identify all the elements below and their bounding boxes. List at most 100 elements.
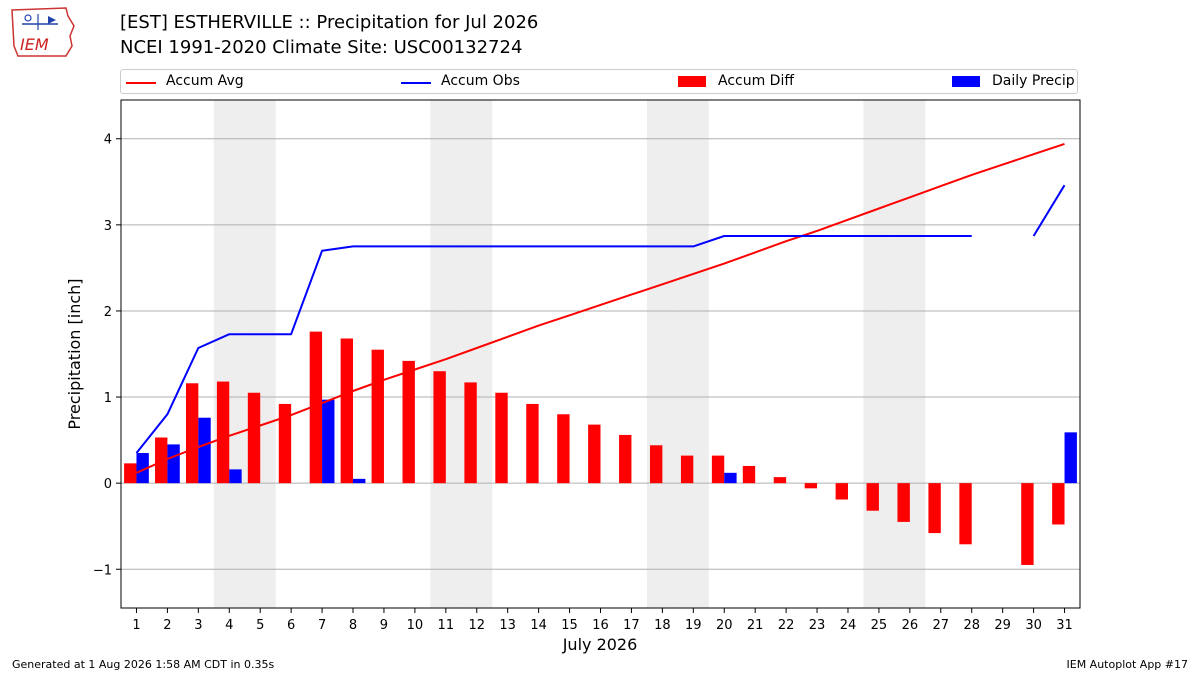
xtick-label-16: 16 xyxy=(592,618,609,633)
legend-swatch-accum-avg xyxy=(126,82,156,84)
ytick-label--1: −1 xyxy=(93,563,112,578)
xtick-label-23: 23 xyxy=(809,618,826,633)
legend-swatch-daily-precip xyxy=(952,76,980,87)
bar-accum-diff-day-4 xyxy=(216,381,230,484)
bar-accum-diff-day-30 xyxy=(1021,483,1034,565)
bar-accum-diff-day-17 xyxy=(619,434,632,484)
ytick-label-4: 4 xyxy=(104,133,112,148)
bar-accum-diff-day-22 xyxy=(773,477,787,484)
legend-swatch-accum-diff xyxy=(678,76,706,87)
weekend-shade-day-19 xyxy=(677,100,709,608)
bar-daily-precip-day-8 xyxy=(353,478,366,484)
legend-label-accum-obs: Accum Obs xyxy=(441,73,520,89)
footer-generated: Generated at 1 Aug 2026 1:58 AM CDT in 0… xyxy=(12,658,275,671)
bar-accum-diff-day-7 xyxy=(309,331,323,484)
xtick-label-13: 13 xyxy=(499,618,516,633)
ytick-label-0: 0 xyxy=(104,477,112,492)
iem-logo: IEM xyxy=(11,7,75,57)
weekend-shade-day-11 xyxy=(430,100,462,608)
line-accum-obs-segment-1 xyxy=(1032,184,1066,237)
xtick-label-21: 21 xyxy=(747,618,764,633)
bar-accum-diff-day-1 xyxy=(124,463,137,484)
ytick-label-2: 2 xyxy=(104,305,112,320)
bar-accum-diff-day-12 xyxy=(464,382,477,484)
weekend-shade-day-4 xyxy=(213,100,245,608)
xtick-label-5: 5 xyxy=(256,618,264,633)
bar-accum-diff-day-16 xyxy=(588,424,601,484)
bar-accum-diff-day-3 xyxy=(185,383,199,484)
xtick-label-26: 26 xyxy=(902,618,919,633)
bar-daily-precip-day-20 xyxy=(724,472,737,484)
bar-daily-precip-day-7 xyxy=(322,399,335,484)
xtick-label-28: 28 xyxy=(963,618,980,633)
weekend-shading xyxy=(213,100,926,608)
footer-app: IEM Autoplot App #17 xyxy=(1066,658,1189,671)
bar-accum-diff-day-20 xyxy=(711,455,725,484)
xtick-label-6: 6 xyxy=(287,618,295,633)
bar-accum-diff-day-10 xyxy=(402,360,415,484)
logo-text: IEM xyxy=(20,35,49,54)
xtick-label-12: 12 xyxy=(468,618,485,633)
xtick-label-10: 10 xyxy=(407,618,424,633)
legend-label-daily-precip: Daily Precip xyxy=(992,73,1075,89)
bars xyxy=(124,331,1077,565)
xtick-label-11: 11 xyxy=(438,618,455,633)
bar-accum-diff-day-24 xyxy=(835,483,848,500)
legend: Accum Avg Accum Obs Accum Diff Daily Pre… xyxy=(120,69,1078,94)
xtick-label-22: 22 xyxy=(778,618,795,633)
xtick-label-24: 24 xyxy=(840,618,857,633)
legend-swatch-accum-obs xyxy=(401,82,431,84)
legend-label-accum-avg: Accum Avg xyxy=(166,73,244,89)
bar-accum-diff-day-13 xyxy=(495,392,508,484)
bar-daily-precip-day-3 xyxy=(198,417,211,484)
bar-accum-diff-day-27 xyxy=(928,483,941,534)
bar-accum-diff-day-15 xyxy=(557,414,570,484)
bar-accum-diff-day-6 xyxy=(278,403,292,484)
weekend-shade-day-5 xyxy=(244,100,276,608)
y-axis-label: Precipitation [inch] xyxy=(65,278,84,429)
ytick-label-3: 3 xyxy=(104,219,112,234)
bar-accum-diff-day-5 xyxy=(247,392,261,484)
xtick-label-25: 25 xyxy=(871,618,888,633)
xtick-label-17: 17 xyxy=(623,618,640,633)
xtick-label-31: 31 xyxy=(1056,618,1073,633)
bar-daily-precip-day-1 xyxy=(136,453,149,484)
x-axis-label: July 2026 xyxy=(562,635,638,654)
xtick-label-29: 29 xyxy=(994,618,1011,633)
bar-accum-diff-day-31 xyxy=(1052,483,1065,525)
xtick-label-30: 30 xyxy=(1025,618,1042,633)
xtick-label-18: 18 xyxy=(654,618,671,633)
bar-accum-diff-day-28 xyxy=(959,483,972,545)
xtick-label-7: 7 xyxy=(318,618,326,633)
chart-subtitle: NCEI 1991-2020 Climate Site: USC00132724 xyxy=(120,37,523,58)
xtick-label-14: 14 xyxy=(530,618,547,633)
xtick-label-27: 27 xyxy=(933,618,950,633)
xtick-label-8: 8 xyxy=(349,618,357,633)
bar-accum-diff-day-18 xyxy=(649,445,663,484)
xtick-label-2: 2 xyxy=(163,618,171,633)
weekend-shade-day-12 xyxy=(461,100,493,608)
xtick-label-4: 4 xyxy=(225,618,233,633)
weekend-shade-day-25 xyxy=(863,100,895,608)
bar-accum-diff-day-9 xyxy=(371,349,384,484)
weekend-shade-day-18 xyxy=(646,100,678,608)
bar-daily-precip-day-31 xyxy=(1064,432,1077,484)
bar-daily-precip-day-2 xyxy=(167,444,180,484)
xtick-label-20: 20 xyxy=(716,618,733,633)
bar-accum-diff-day-8 xyxy=(340,338,354,484)
xtick-label-3: 3 xyxy=(194,618,202,633)
xtick-label-19: 19 xyxy=(685,618,702,633)
line-accum-obs-segment-0 xyxy=(135,235,972,454)
weekend-shade-day-26 xyxy=(894,100,926,608)
xtick-label-9: 9 xyxy=(380,618,388,633)
bar-accum-diff-day-23 xyxy=(804,483,818,489)
chart-title: [EST] ESTHERVILLE :: Precipitation for J… xyxy=(120,12,539,33)
bar-accum-diff-day-21 xyxy=(742,465,756,484)
bar-accum-diff-day-25 xyxy=(866,483,879,511)
bar-accum-diff-day-11 xyxy=(433,371,446,484)
bar-accum-diff-day-19 xyxy=(680,455,694,484)
bar-accum-diff-day-2 xyxy=(155,437,168,484)
ytick-label-1: 1 xyxy=(104,391,112,406)
